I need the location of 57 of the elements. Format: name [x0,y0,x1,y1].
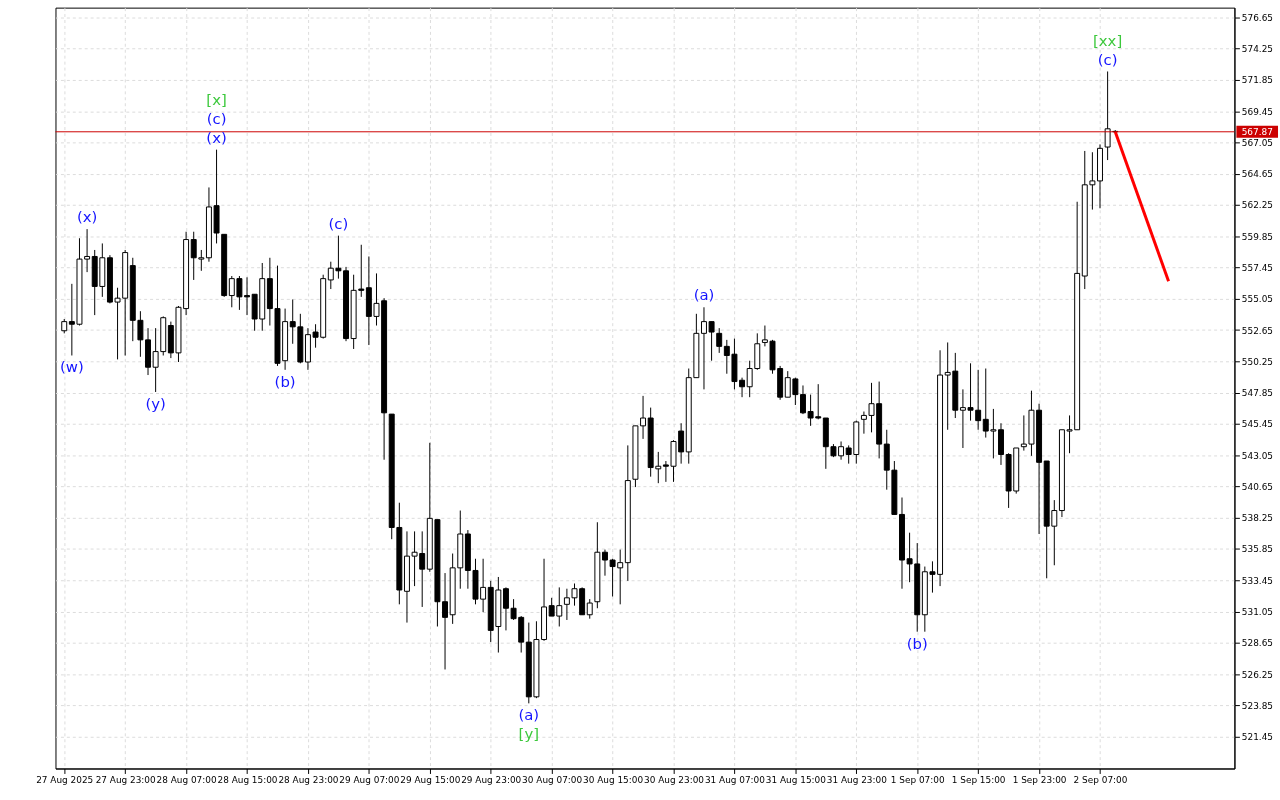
y-tick-label: 545.45 [1241,419,1274,430]
x-tick-label: 29 Aug 07:00 [339,774,400,785]
annotation: (c) [328,214,349,233]
x-tick-label: 29 Aug 15:00 [400,774,461,785]
x-tick-label: 27 Aug 2025 [36,774,94,785]
annotation: (a) [518,706,540,725]
y-tick-label: 543.05 [1241,450,1274,461]
y-tick-label: 569.45 [1241,106,1274,117]
y-tick-label: 571.85 [1241,75,1274,86]
x-tick-label: 1 Sep 23:00 [1012,774,1067,785]
x-tick-label: 29 Aug 23:00 [461,774,522,785]
y-tick-label: 547.85 [1241,388,1274,399]
y-tick-label: 523.85 [1241,700,1274,711]
annotation: (a) [693,286,715,305]
y-tick-label: 574.25 [1241,44,1274,55]
y-tick-label: 559.85 [1241,231,1274,242]
x-tick-label: 2 Sep 07:00 [1073,774,1128,785]
y-tick-label: 535.85 [1241,544,1274,555]
annotation: (b) [274,372,296,391]
x-tick-label: 1 Sep 07:00 [890,774,945,785]
y-tick-label: 557.45 [1241,263,1274,274]
annotation: (c) [1097,50,1118,69]
annotation: (x) [76,208,98,227]
annotation: (y) [145,394,166,413]
annotation: (b) [906,634,928,653]
annotation: (x) [206,128,227,147]
y-tick-label: 552.65 [1241,325,1274,336]
y-tick-label: 567.05 [1241,137,1274,148]
x-tick-label: 28 Aug 23:00 [278,774,339,785]
x-tick-label: 1 Sep 15:00 [951,774,1006,785]
annotation: [xx] [1093,31,1123,50]
x-tick-label: 30 Aug 23:00 [643,774,705,785]
x-tick-label: 30 Aug 07:00 [522,774,583,785]
annotation: (c) [206,109,227,128]
y-tick-label: 550.25 [1241,356,1274,367]
annotation: [y] [518,725,540,744]
y-tick-label: 533.45 [1241,575,1274,586]
y-tick-label: 531.05 [1241,606,1274,617]
x-tick-label: 30 Aug 15:00 [583,774,644,785]
x-tick-label: 31 Aug 23:00 [826,774,888,785]
x-tick-label: 28 Aug 15:00 [217,774,278,785]
y-tick-label: 521.45 [1241,732,1274,743]
y-tick-label: 562.25 [1241,200,1274,211]
x-tick-label: 31 Aug 15:00 [765,774,827,785]
y-tick-label: 564.65 [1241,169,1274,180]
y-tick-label: 576.65 [1241,12,1274,23]
annotation: [x] [206,91,227,110]
ref-line-label: 567.87 [1241,126,1273,137]
x-tick-label: 31 Aug 07:00 [704,774,766,785]
y-tick-label: 540.65 [1241,481,1274,492]
y-tick-label: 528.65 [1241,638,1274,649]
y-tick-label: 526.25 [1241,669,1274,680]
annotation: (w) [59,358,84,377]
x-tick-label: 27 Aug 23:00 [95,774,157,785]
y-tick-label: 555.05 [1241,294,1274,305]
x-tick-label: 28 Aug 07:00 [156,774,217,785]
y-tick-label: 538.25 [1241,513,1274,524]
